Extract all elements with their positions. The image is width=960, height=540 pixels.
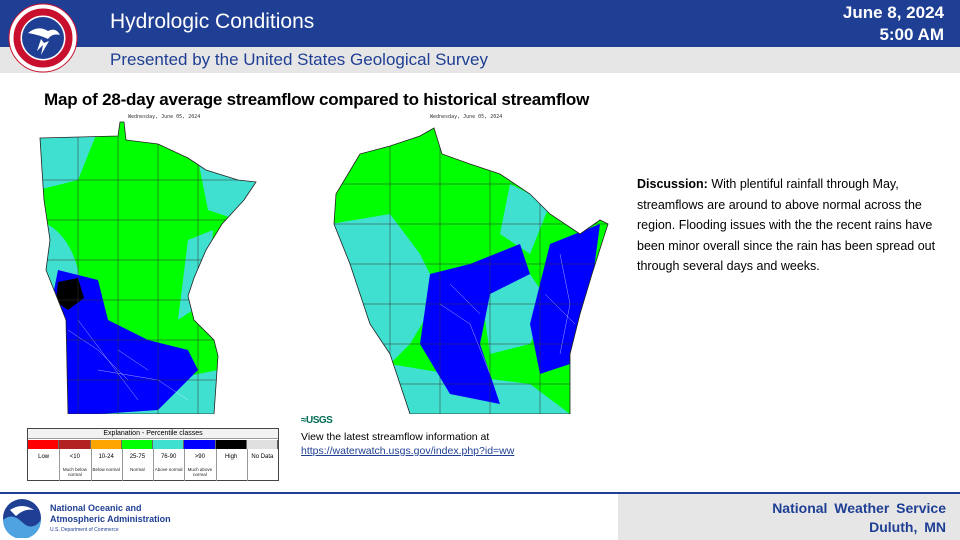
discussion-text: With plentiful rainfall through May, str… [637, 177, 936, 273]
legend-class-description: Much above normal [187, 467, 213, 477]
nws-logo-icon [8, 3, 78, 73]
legend-swatch [121, 440, 153, 449]
noaa-logo-icon [3, 499, 41, 538]
legend-swatch [28, 440, 60, 449]
legend-class-label: No Data [251, 454, 274, 460]
map-heading: Map of 28-day average streamflow compare… [44, 90, 590, 109]
legend-divider [246, 449, 248, 481]
noaa-department: U.S. Department of Commerce [50, 527, 119, 533]
legend-divider [59, 449, 61, 481]
legend-swatch [90, 440, 122, 449]
minnesota-map-caption: Wednesday, June 05, 2024 [128, 114, 201, 120]
noaa-name-line2: Atmospheric Administration [50, 514, 171, 524]
legend-class-label: Low [38, 454, 50, 460]
legend-class-description: Above normal [154, 467, 183, 472]
legend-swatch [184, 440, 216, 449]
wisconsin-streamflow-map [333, 127, 609, 414]
date-label: June 8, 2024 [842, 3, 944, 22]
legend-divider [215, 449, 217, 481]
office-name: National Weather Service [772, 500, 946, 516]
legend-swatch [246, 440, 278, 449]
page-subtitle: Presented by the United States Geologica… [110, 50, 488, 69]
office-city: Duluth, MN [869, 519, 946, 535]
legend-class-label: >90 [194, 454, 205, 460]
subtitle-band [0, 47, 960, 73]
legend-swatch [215, 440, 247, 449]
legend-divider [90, 449, 92, 481]
legend-class-label: 76-90 [160, 454, 177, 460]
legend-divider [121, 449, 123, 481]
page-title: Hydrologic Conditions [110, 10, 315, 33]
footer-band [618, 494, 960, 540]
header-band [0, 0, 960, 47]
legend-class-label: 10-24 [98, 454, 114, 460]
usgs-logo-icon: ≈USGS [301, 415, 333, 426]
legend-class-label: High [224, 454, 238, 460]
discussion-block: Discussion: With plentiful rainfall thro… [637, 174, 937, 277]
time-label: 5:00 AM [879, 25, 944, 44]
legend-class-label: <10 [69, 454, 80, 460]
minnesota-streamflow-map [39, 121, 257, 414]
waterwatch-link[interactable]: https://waterwatch.usgs.gov/index.php?id… [301, 445, 515, 457]
legend-title: Explanation - Percentile classes [28, 429, 278, 439]
percentile-legend: Explanation - Percentile classes Low <10 M… [27, 428, 279, 481]
discussion-label: Discussion: [637, 177, 708, 191]
wisconsin-map-caption: Wednesday, June 05, 2024 [430, 114, 503, 120]
legend-divider [153, 449, 154, 481]
usgs-info-text: View the latest streamflow information a… [301, 431, 490, 443]
legend-swatch [153, 440, 185, 449]
legend-class-label: 25-75 [129, 454, 146, 460]
legend-class-description: Much below normal [62, 467, 87, 477]
legend-swatch [59, 440, 91, 449]
legend-class-description: Normal [130, 467, 145, 472]
legend-divider [184, 449, 186, 481]
noaa-name-line1: National Oceanic and [50, 503, 142, 513]
footer-divider [0, 492, 960, 494]
legend-class-description: Below normal [92, 467, 120, 472]
